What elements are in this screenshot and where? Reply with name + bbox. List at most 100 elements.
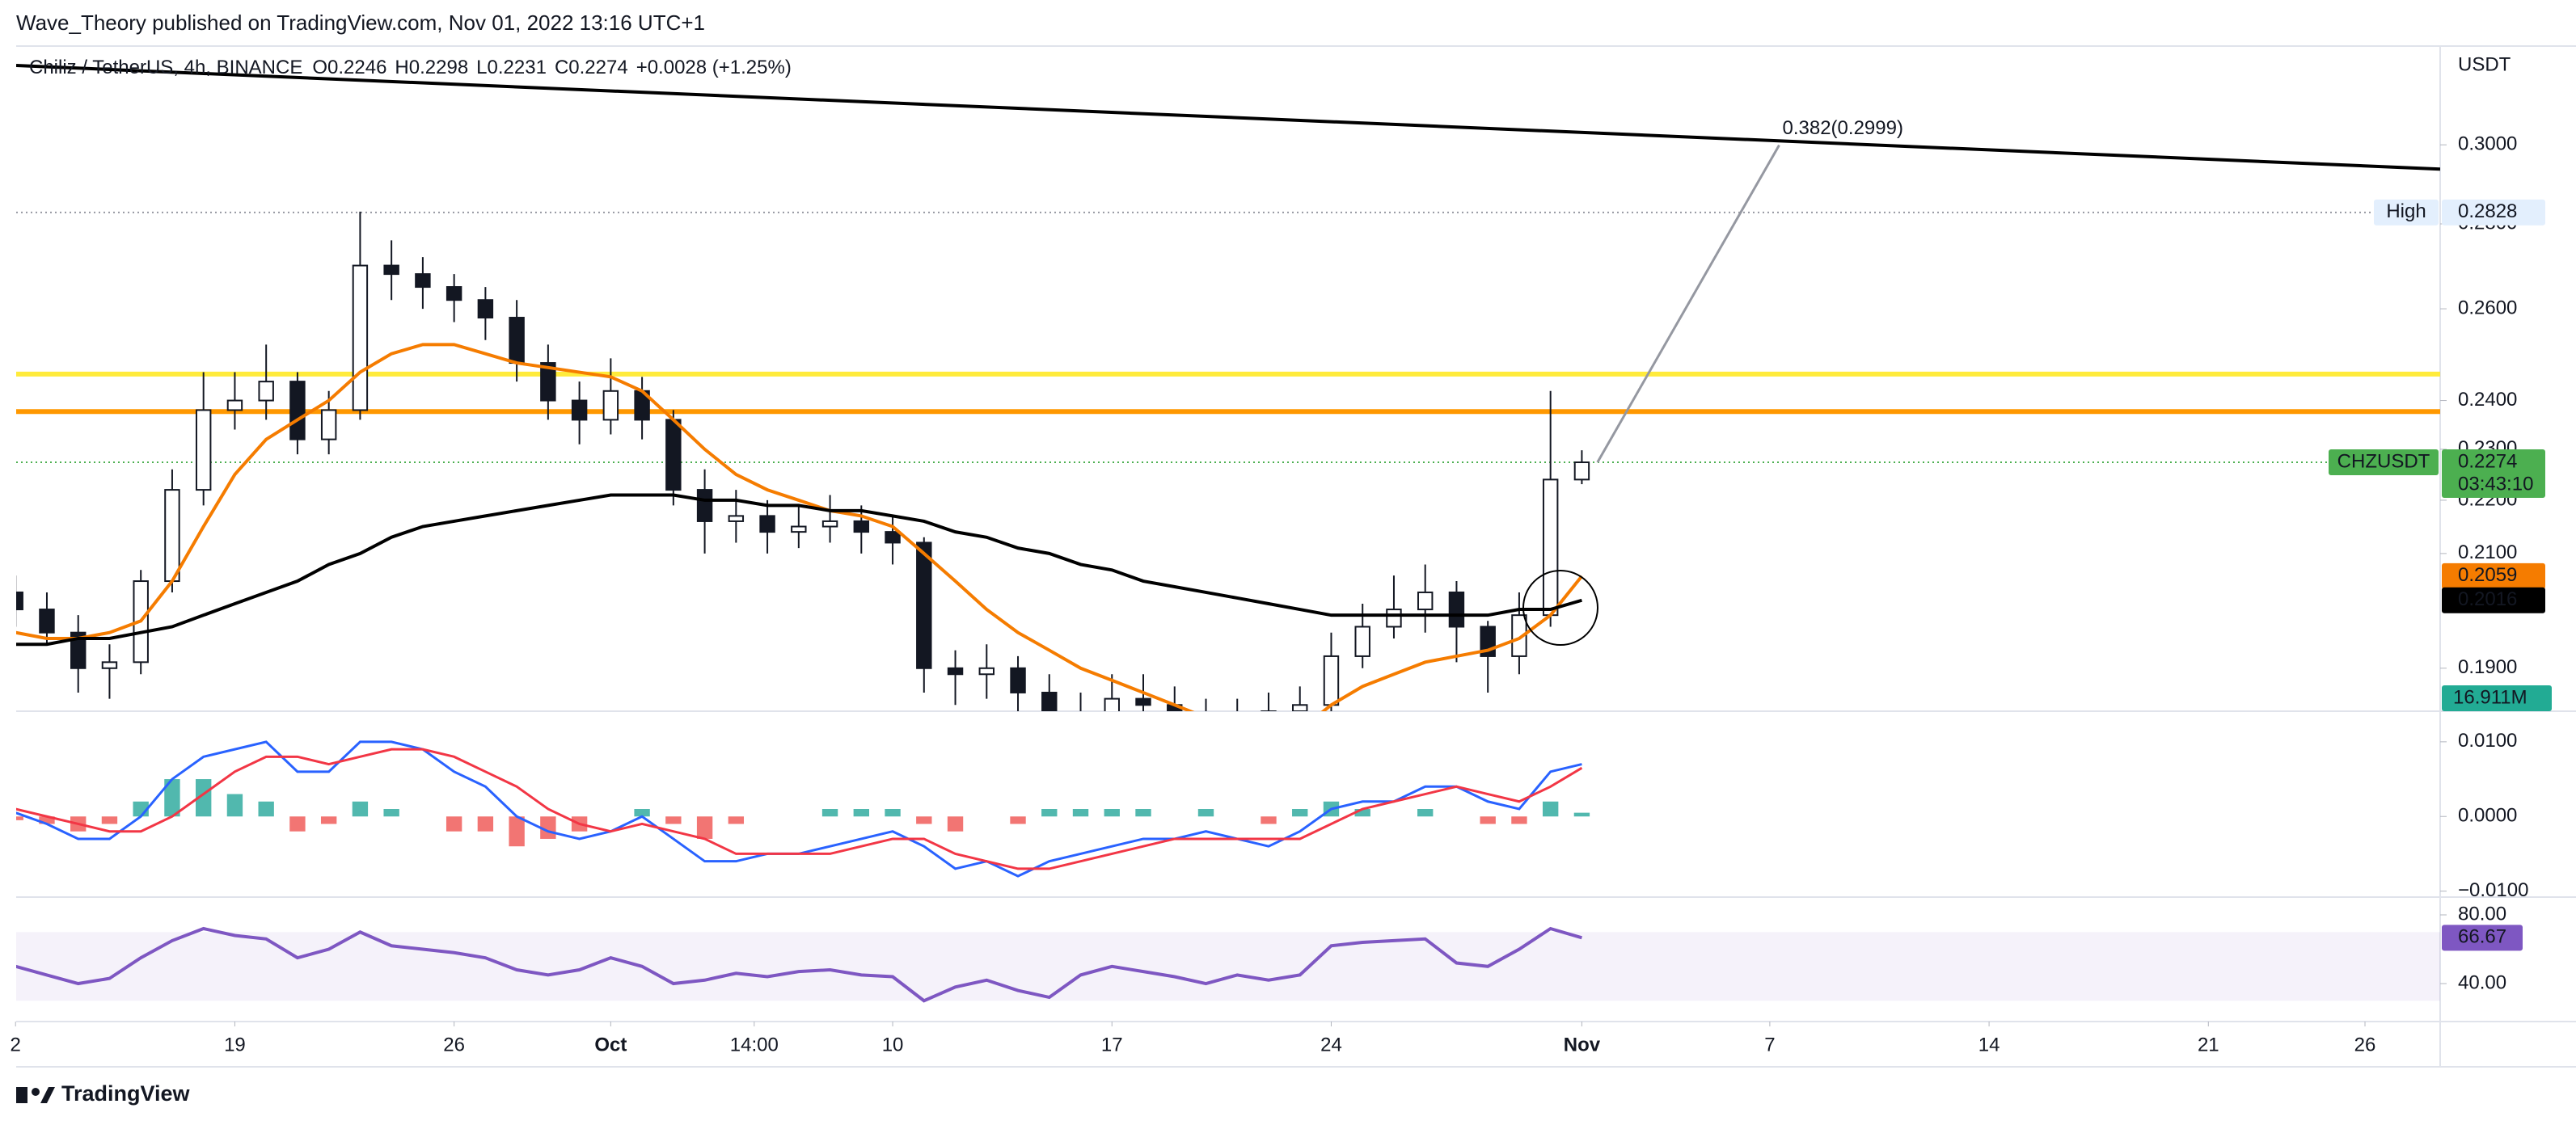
axis-unit: USDT — [2458, 53, 2511, 75]
macd-histogram-bar — [916, 816, 932, 824]
y-tick-label: 80.00 — [2458, 903, 2506, 925]
candle-body — [164, 489, 180, 583]
macd-histogram-bar — [509, 816, 525, 847]
candle-body — [446, 286, 462, 301]
macd-histogram-bar — [226, 794, 243, 817]
legend-value: 0.2246 — [327, 57, 386, 78]
price-tag-countdown: 03:43:10 — [2458, 473, 2533, 495]
legend-value: 0.2231 — [488, 57, 547, 78]
macd-line — [16, 748, 1583, 870]
x-tick-label: 21 — [2198, 1034, 2219, 1055]
macd-histogram-bar — [16, 816, 23, 820]
legend-label: C — [555, 57, 568, 78]
overlay: USDT0.30000.28000.26000.24000.23000.2200… — [11, 53, 2552, 1055]
macd-histogram-bar — [39, 816, 55, 824]
candle-body — [853, 520, 870, 533]
candle-body — [1417, 591, 1434, 611]
candle-body — [320, 409, 337, 440]
rsi-pane — [16, 926, 2440, 1003]
x-tick-label: 17 — [1101, 1034, 1123, 1055]
candle-body — [571, 399, 588, 421]
candle-body — [415, 273, 431, 289]
price-tag — [2442, 449, 2545, 499]
y-tick-label: 0.0100 — [2458, 730, 2517, 752]
x-tick-label: 2 — [11, 1034, 21, 1055]
macd-histogram-bar — [1542, 801, 1559, 817]
price-tag-value: 0.2274 — [2458, 450, 2517, 472]
price-tag-name: High — [2386, 200, 2426, 222]
candle-body — [383, 264, 399, 276]
candle-body — [1104, 697, 1120, 711]
macd-histogram-bar — [821, 809, 838, 817]
macd-histogram-bar — [728, 816, 745, 824]
candle-body — [916, 541, 932, 669]
price-tag — [2442, 587, 2545, 613]
candle-body — [696, 489, 713, 522]
macd-histogram-bar — [289, 816, 306, 832]
candle-body — [602, 390, 619, 421]
price-tag — [2442, 562, 2545, 589]
macd-histogram-bar — [1197, 809, 1214, 817]
x-tick-label: Nov — [1564, 1034, 1601, 1055]
y-tick-label: 0.2600 — [2458, 297, 2517, 318]
moving-average — [16, 343, 1583, 711]
candle-body — [101, 661, 118, 669]
candle-body — [1041, 691, 1058, 711]
volume-tag — [2442, 685, 2552, 711]
candle-body — [258, 381, 274, 402]
macd-histogram-bar — [258, 801, 274, 817]
candle-body — [477, 299, 494, 319]
price-tag-name: CHZUSDT — [2337, 450, 2430, 472]
macd-histogram-bar — [1261, 816, 1277, 824]
candle-body — [1542, 478, 1559, 617]
volume-tag-label: 16.911M — [2453, 686, 2527, 708]
price-tag — [2442, 199, 2545, 225]
macd-histogram-bar — [477, 816, 494, 832]
candle-body — [665, 419, 682, 491]
rsi-line — [16, 926, 1582, 1003]
candle-body — [821, 520, 838, 528]
legend-symbol: Chiliz / TetherUS, 4h, BINANCE — [29, 57, 302, 78]
legend-value: 0.2298 — [409, 57, 468, 78]
macd-histogram-bar — [1354, 809, 1370, 817]
main-pane — [16, 64, 2440, 724]
candle-body — [1199, 718, 1213, 724]
candle-body — [1231, 718, 1244, 724]
candle-body — [1074, 718, 1087, 719]
x-tick-label: 19 — [224, 1034, 246, 1055]
macd-histogram-bar — [696, 816, 713, 839]
y-tick-label: 0.3000 — [2458, 133, 2517, 155]
candle-body — [1511, 614, 1527, 657]
macd-histogram-bar — [947, 816, 964, 832]
macd-histogram-bar — [164, 779, 180, 817]
legend-value: 0.2274 — [568, 57, 627, 78]
macd-histogram-bar — [320, 816, 337, 824]
y-tick-label: 0.0000 — [2458, 805, 2517, 827]
publisher-line: Wave_Theory published on TradingView.com… — [16, 11, 705, 35]
macd-histogram-bar — [853, 809, 869, 817]
legend-label: H — [395, 57, 408, 78]
y-tick-label: 0.2400 — [2458, 389, 2517, 411]
x-tick-label: 14:00 — [730, 1034, 779, 1055]
x-tick-label: 10 — [882, 1034, 904, 1055]
candle-body — [1135, 697, 1151, 706]
macd-histogram-bar — [665, 816, 682, 824]
candle-body — [352, 264, 369, 411]
legend-label: L — [476, 57, 487, 78]
candle-body — [1573, 461, 1590, 481]
x-tick-label: 14 — [1978, 1034, 2000, 1055]
legend: Chiliz / TetherUS, 4h, BINANCE O0.2246 H0.… — [29, 57, 792, 78]
candle-body — [1292, 704, 1308, 711]
candle-body — [1354, 626, 1370, 657]
candle-body — [226, 399, 243, 411]
candle-body — [289, 381, 306, 440]
candle-body — [16, 591, 23, 611]
macd-histogram-bar — [1104, 809, 1120, 817]
candle-body — [947, 667, 964, 676]
price-tag-name-box — [2374, 199, 2439, 225]
candle-body — [885, 531, 901, 544]
rsi-tag-value: 66.67 — [2458, 926, 2506, 948]
macd-histogram-bar — [885, 809, 901, 817]
